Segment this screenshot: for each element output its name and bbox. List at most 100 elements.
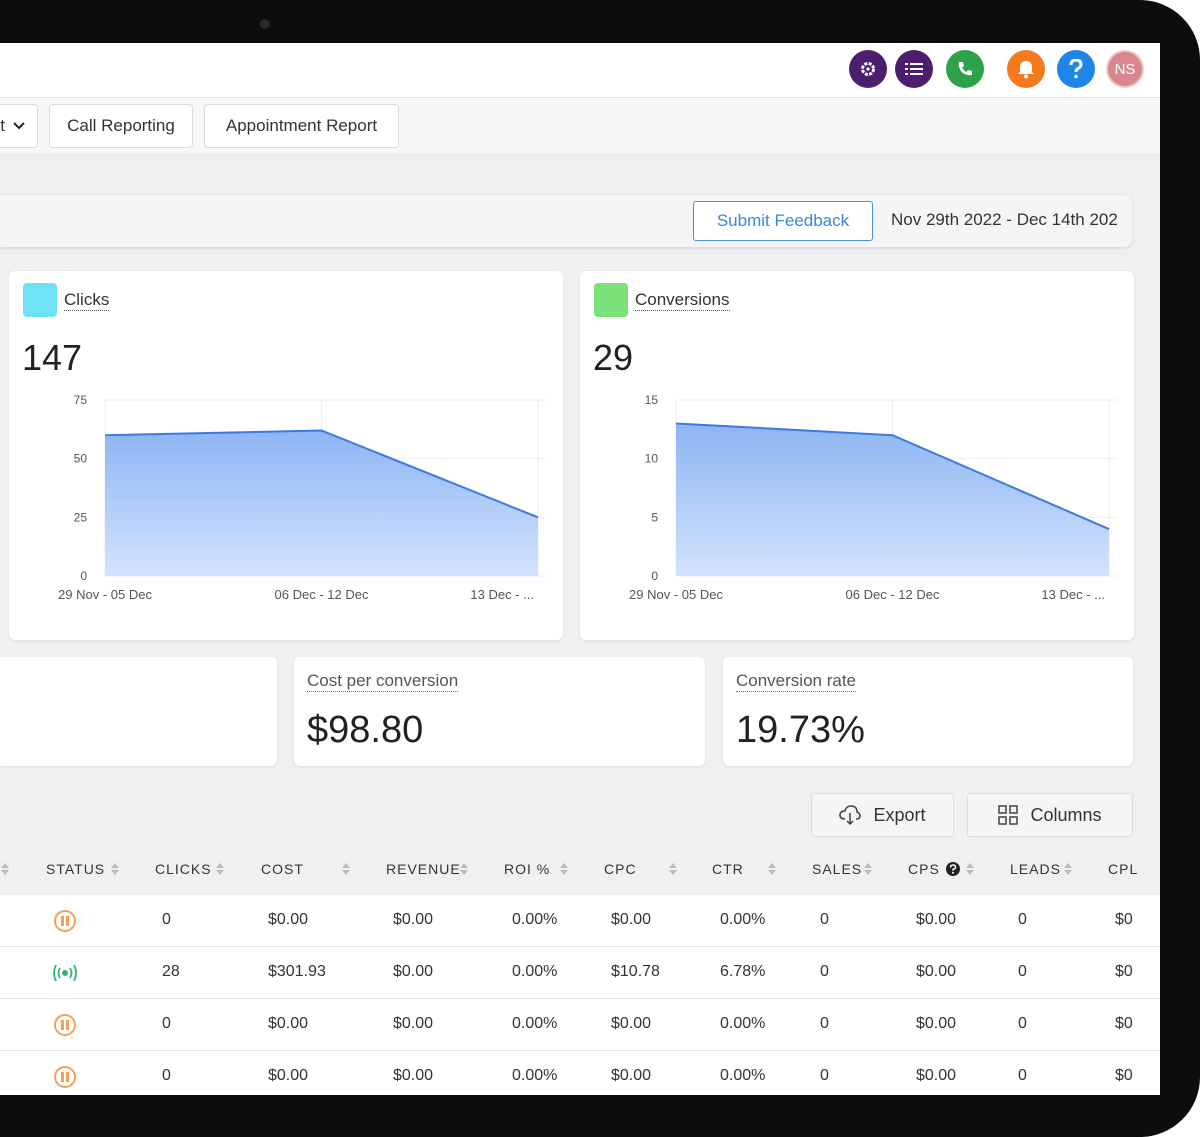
column-label: STATUS <box>46 861 106 877</box>
submit-feedback-button[interactable]: Submit Feedback <box>693 201 873 241</box>
table-row: 28 $301.93 $0.00 0.00% $10.78 6.78% 0 $0.00 0 $0 <box>0 947 1160 999</box>
chart-icon <box>23 283 57 317</box>
sort-icon <box>342 863 350 875</box>
sort-down <box>768 870 776 875</box>
table-cell: $0 <box>1115 911 1133 928</box>
table-cell: $0 <box>1115 1015 1133 1032</box>
sort-up <box>342 863 350 868</box>
y-tick-label: 0 <box>80 569 87 583</box>
chart: 0 5 10 15 29 Nov - 05 Dec 06 Dec - 12 Dec 13 D… <box>629 393 1117 602</box>
sort-icon-wrap <box>342 862 350 881</box>
sort-down <box>111 870 119 875</box>
sort-up <box>669 863 677 868</box>
chart-card: Conversions 29 0 5 10 15 29 Nov - 05 Dec 06 Dec… <box>580 271 1134 640</box>
x-tick-label: 06 Dec - 12 Dec <box>846 587 940 602</box>
table-cell: $0.00 <box>916 963 957 980</box>
table-cell: 0.00% <box>720 1067 766 1084</box>
sort-icon-wrap <box>560 862 568 881</box>
export-button[interactable]: Export <box>811 793 954 837</box>
tab[interactable]: Appointment Report <box>204 104 399 148</box>
tab[interactable]: t <box>0 104 38 148</box>
metric-card: Cost per conversion $98.80 <box>294 657 705 766</box>
table-cell: $0.00 <box>268 1067 309 1084</box>
chevron-path <box>13 122 25 130</box>
y-tick-label: 5 <box>651 510 658 524</box>
y-tick-label: 25 <box>74 510 88 524</box>
column-header[interactable]: LEADS <box>1010 861 1061 877</box>
chart-card: Clicks 147 0 25 50 75 29 Nov - 05 Dec 06 Dec - … <box>9 271 563 640</box>
table-cell: $0.00 <box>916 911 957 928</box>
chart-title: Clicks <box>64 290 110 311</box>
x-tick-label: 29 Nov - 05 Dec <box>58 587 152 602</box>
table-cell: 0 <box>162 1067 171 1084</box>
column-header[interactable]: CTR <box>712 861 744 877</box>
columns-label: Columns <box>1030 804 1102 825</box>
screen: NS t Call Reporting Appointment Report Sub… <box>0 43 1160 1095</box>
x-tick-label: 13 Dec - ... <box>470 587 534 602</box>
table-cell: 0 <box>1018 1067 1027 1084</box>
table-cell: $0.00 <box>611 1067 652 1084</box>
table-cell: 0 <box>1018 963 1027 980</box>
status-icon <box>54 1014 76 1036</box>
pause-bar <box>61 1072 64 1082</box>
column-label: ROI % <box>504 861 551 877</box>
column-header[interactable]: CPL <box>1108 861 1138 877</box>
sort-icon <box>111 863 119 875</box>
table-cell: 6.78% <box>720 963 766 980</box>
metric-value: $98.80 <box>307 709 424 751</box>
table-cell: $301.93 <box>268 963 326 980</box>
table-row: 0 $0.00 $0.00 0.00% $0.00 0.00% 0 $0.00 0 $0 <box>0 999 1160 1051</box>
columns-button[interactable]: Columns <box>967 793 1133 837</box>
table-cell: $10.78 <box>611 963 660 980</box>
column-header[interactable]: CLICKS <box>155 861 212 877</box>
table-row: 0 $0.00 $0.00 0.00% $0.00 0.00% 0 $0.00 0 $0 <box>0 895 1160 947</box>
sort-up <box>864 863 872 868</box>
status-icon <box>54 910 76 932</box>
column-header[interactable]: COST <box>261 861 304 877</box>
chevron <box>13 122 25 130</box>
table-row: 0 $0.00 $0.00 0.00% $0.00 0.00% 0 $0.00 0 $0 <box>0 1051 1160 1095</box>
status-ring <box>54 1014 76 1036</box>
column-label: SALES <box>812 861 863 877</box>
notifications-icon[interactable] <box>1007 50 1045 88</box>
sort-icon <box>560 863 568 875</box>
x-tick-label: 13 Dec - ... <box>1041 587 1105 602</box>
sort-icon <box>460 863 468 875</box>
tasks-icon[interactable] <box>895 50 933 88</box>
pause-bar <box>61 916 64 926</box>
pause-bar <box>66 1072 69 1082</box>
table-cell: 0 <box>820 963 829 980</box>
sort-down <box>342 870 350 875</box>
table-cell: 0 <box>1018 1015 1027 1032</box>
sort-icon-wrap <box>768 862 776 881</box>
status-icon <box>53 964 77 982</box>
chart: 0 25 50 75 29 Nov - 05 Dec 06 Dec - 12 Dec 13 … <box>58 393 546 602</box>
sort-down <box>560 870 568 875</box>
column-header[interactable]: STATUS <box>46 861 105 877</box>
column-header[interactable]: SALES <box>812 861 862 877</box>
x-tick-label: 29 Nov - 05 Dec <box>629 587 723 602</box>
settings-icon[interactable] <box>849 50 887 88</box>
help-icon[interactable] <box>1057 50 1095 88</box>
metric-label: Conversion rate <box>736 671 857 692</box>
sort-icon-wrap <box>216 862 224 881</box>
tab[interactable]: Call Reporting <box>49 104 193 148</box>
table-cell: 0 <box>820 1067 829 1084</box>
sort-icon <box>669 863 677 875</box>
column-header[interactable]: ROI % <box>504 861 550 877</box>
column-header[interactable]: REVENUE <box>386 861 461 877</box>
column-header[interactable]: CPC <box>604 861 637 877</box>
metric-label: Cost per conversion <box>307 671 459 692</box>
top-bar: NS <box>0 43 1160 98</box>
table-cell: $0.00 <box>611 1015 652 1032</box>
phone-icon[interactable] <box>946 50 984 88</box>
column-header[interactable]: CPS <box>908 861 960 877</box>
date-range[interactable]: Nov 29th 2022 - Dec 14th 202 <box>891 210 1118 229</box>
avatar[interactable]: NS <box>1106 50 1144 88</box>
sort-up <box>216 863 224 868</box>
status-dot <box>62 970 68 976</box>
sort-icon-wrap <box>460 862 468 881</box>
sort-icon-wrap <box>864 862 872 881</box>
area-line <box>104 429 539 519</box>
table-cell: $0.00 <box>393 911 434 928</box>
